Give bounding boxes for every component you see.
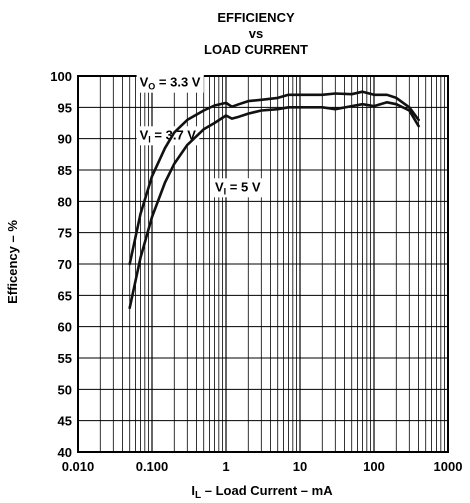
series-annotation-2: VI = 3.7 V — [136, 126, 200, 146]
y-tick-label: 85 — [58, 163, 72, 178]
series-lines — [128, 90, 420, 310]
chart-title-line-1: EFFICIENCY — [217, 10, 295, 25]
y-tick-label: 95 — [58, 100, 72, 115]
annotation-subscript: I — [148, 134, 151, 144]
x-axis-label-symbol: I — [191, 483, 195, 498]
y-tick-label: 75 — [58, 226, 72, 241]
annotation-text: = 3.3 V — [155, 75, 200, 90]
y-tick-label: 100 — [50, 69, 72, 84]
y-tick-label: 50 — [58, 382, 72, 397]
x-tick-label: 0.100 — [136, 459, 169, 474]
y-tick-label: 55 — [58, 351, 72, 366]
x-axis-label-text: – Load Current – mA — [201, 483, 333, 498]
annotation-label: VI = 5 V — [215, 179, 261, 196]
x-tick-label: 100 — [363, 459, 385, 474]
annotation-text: = 5 V — [226, 179, 261, 194]
annotation-symbol: V — [215, 179, 224, 194]
y-axis-label: Efficency – % — [5, 220, 20, 304]
series-line-1 — [128, 90, 420, 266]
annotation-subscript: O — [148, 82, 155, 92]
annotation-symbol: V — [140, 127, 149, 142]
x-tick-labels: 0.010 0.100 1 10 100 1000 — [62, 459, 463, 474]
x-tick-label: 1000 — [434, 459, 463, 474]
plot-frame — [77, 75, 449, 453]
annotation-background — [211, 178, 264, 198]
y-tick-label: 70 — [58, 257, 72, 272]
annotation-background — [136, 73, 204, 93]
y-tick-label: 80 — [58, 194, 72, 209]
annotation-background — [136, 126, 200, 146]
y-tick-labels: 40 45 50 55 60 65 70 75 80 85 90 95 100 — [50, 69, 72, 460]
x-tick-label: 10 — [293, 459, 307, 474]
grid — [77, 75, 448, 453]
annotation-subscript: I — [224, 186, 227, 196]
annotation-label: VO = 3.3 V — [140, 75, 201, 92]
x-axis-label-subscript: L — [195, 490, 201, 501]
y-tick-label: 90 — [58, 132, 72, 147]
x-tick-label: 0.010 — [62, 459, 95, 474]
y-tick-label: 60 — [58, 320, 72, 335]
chart-title-line-3: LOAD CURRENT — [204, 42, 308, 57]
annotations: VO = 3.3 VVI = 3.7 VVI = 5 V — [136, 73, 264, 198]
chart-title-line-2: vs — [249, 26, 263, 41]
series-annotation-1: VO = 3.3 V — [136, 73, 204, 93]
y-tick-label: 45 — [58, 414, 72, 429]
x-axis-label: IL – Load Current – mA — [191, 483, 333, 501]
series-line-2 — [128, 101, 420, 310]
y-tick-label: 40 — [58, 445, 72, 460]
series-annotation-3: VI = 5 V — [211, 178, 264, 198]
x-tick-label: 1 — [222, 459, 229, 474]
annotation-symbol: V — [140, 75, 149, 90]
y-tick-label: 65 — [58, 288, 72, 303]
